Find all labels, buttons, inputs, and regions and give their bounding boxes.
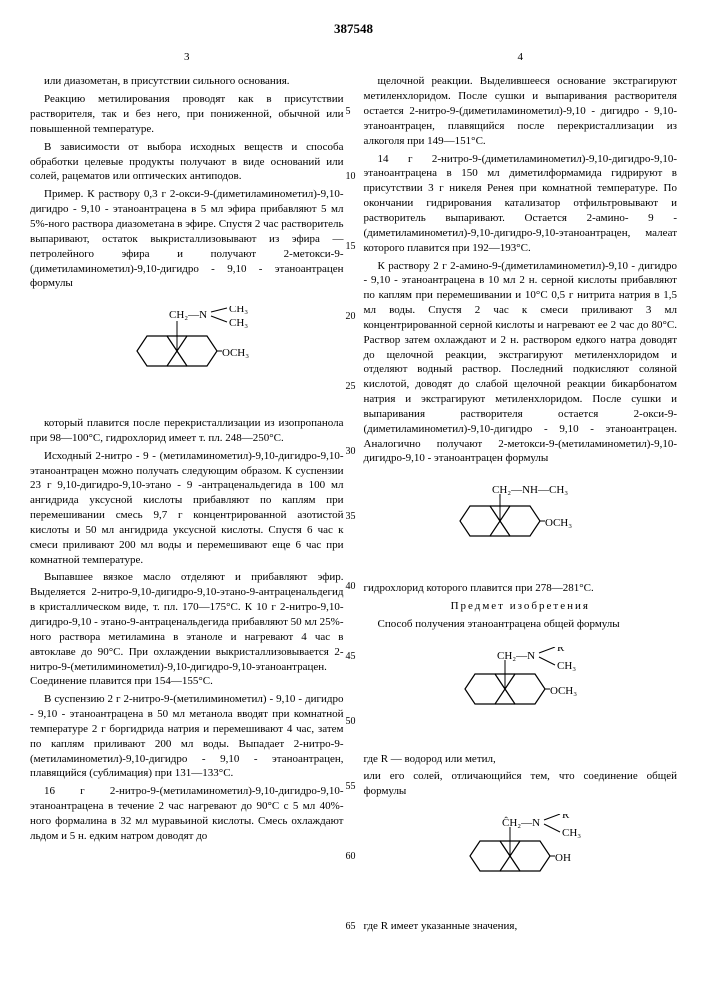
- para: где R имеет указанные значения,: [364, 919, 678, 934]
- para: 16 г 2-нитро-9-(метиламинометил)-9,10-ди…: [30, 784, 344, 843]
- para: Способ получения этаноантрацена общей фо…: [364, 617, 678, 632]
- para: или его солей, отличающийся тем, что сое…: [364, 769, 678, 799]
- chemical-formula-4: ĈH₂—N R CH₃ OH: [364, 809, 678, 909]
- para: 14 г 2-нитро-9-(диметиламинометил)-9,10-…: [364, 152, 678, 256]
- svg-text:CH₂—NH—CH₃: CH₂—NH—CH₃: [492, 484, 568, 496]
- ch2-label: CH₂—N: [169, 309, 207, 321]
- para: или диазометан, в присутствии сильного о…: [30, 74, 344, 89]
- svg-text:OH: OH: [555, 852, 571, 864]
- para: который плавится после перекристаллизаци…: [30, 416, 344, 446]
- right-column: 4 щелочной реакции. Выделившееся основан…: [364, 50, 678, 937]
- svg-text:CH₃: CH₃: [229, 306, 248, 315]
- chemical-formula-2: CH₂—NH—CH₃ OCH₃: [364, 476, 678, 571]
- para: К раствору 2 г 2-амино-9-(диметиламиноме…: [364, 259, 678, 467]
- para: В суспензию 2 г 2-нитро-9-(метилиминомет…: [30, 692, 344, 781]
- para: Выпавшее вязкое масло отделяют и прибавл…: [30, 570, 344, 689]
- svg-text:OCH₃: OCH₃: [222, 347, 249, 359]
- para: где R — водород или метил,: [364, 752, 678, 767]
- two-column-layout: 3 или диазометан, в присутствии сильного…: [30, 50, 677, 937]
- svg-text:CH₃: CH₃: [557, 660, 576, 672]
- svg-text:CH₃: CH₃: [562, 827, 581, 839]
- para: Исходный 2-нитро - 9 - (метиламинометил)…: [30, 449, 344, 568]
- para: гидрохлорид которого плавится при 278—28…: [364, 581, 678, 596]
- svg-text:R: R: [557, 647, 565, 654]
- chemical-formula-3: CH₂—N R CH₃ OCH₃: [364, 642, 678, 742]
- left-col-number: 3: [30, 50, 344, 65]
- right-col-number: 4: [364, 50, 678, 65]
- svg-text:CH₃: CH₃: [229, 317, 248, 329]
- para: Реакцию метилирования проводят как в при…: [30, 92, 344, 137]
- chemical-formula-1: CH₂—N CH₃ CH₃ OCH₃: [30, 301, 344, 406]
- left-column: 3 или диазометан, в присутствии сильного…: [30, 50, 344, 937]
- subject-title: Предмет изобретения: [364, 599, 678, 614]
- para: щелочной реакции. Выделившееся основание…: [364, 74, 678, 148]
- svg-text:ĈH₂—N: ĈH₂—N: [502, 817, 540, 829]
- svg-text:OCH₃: OCH₃: [550, 685, 577, 697]
- para: Пример. К раствору 0,3 г 2-окси-9-(димет…: [30, 187, 344, 291]
- svg-text:R: R: [562, 814, 570, 821]
- para: В зависимости от выбора исходных веществ…: [30, 140, 344, 185]
- document-number: 387548: [30, 20, 677, 38]
- svg-text:CH₂—N: CH₂—N: [497, 650, 535, 662]
- svg-text:OCH₃: OCH₃: [545, 517, 572, 529]
